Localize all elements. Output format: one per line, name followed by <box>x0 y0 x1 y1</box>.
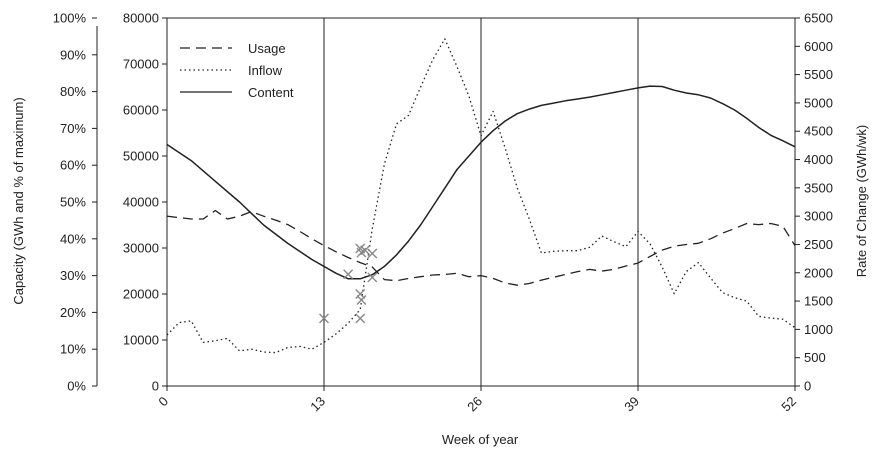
gwh-tick-label: 10000 <box>123 333 159 348</box>
x-marker-stroke <box>367 248 378 259</box>
rate-tick-label: 500 <box>804 350 826 365</box>
rate-tick-label: 2000 <box>804 265 833 280</box>
rate-tick-label: 1000 <box>804 322 833 337</box>
rate-tick-label: 2500 <box>804 237 833 252</box>
series-line-content <box>166 85 796 280</box>
y-axis-title-left: Capacity (GWh and % of maximum) <box>11 97 26 304</box>
pct-tick-label: 50% <box>60 195 86 210</box>
gwh-tick-label: 20000 <box>123 287 159 302</box>
gwh-tick-label: 50000 <box>123 149 159 164</box>
ticks-layer: 0%10%20%30%40%50%60%70%80%90%100%0100002… <box>53 11 833 415</box>
gwh-tick-label: 80000 <box>123 11 159 26</box>
pct-tick-label: 10% <box>60 342 86 357</box>
rate-tick-label: 3500 <box>804 180 833 195</box>
gwh-tick-label: 40000 <box>123 195 159 210</box>
x-marker-point <box>356 294 367 305</box>
pct-tick-label: 90% <box>60 47 86 62</box>
x-marker-stroke <box>355 313 366 324</box>
series-line-inflow <box>166 38 796 354</box>
x-tick-label: 0 <box>155 394 171 410</box>
legend: Usage Inflow Content <box>180 41 294 100</box>
pct-tick-label: 100% <box>53 11 87 26</box>
plot-frame <box>96 17 796 387</box>
x-marker-point <box>355 289 366 299</box>
x-marker-point <box>319 313 329 324</box>
x-tick-label: 39 <box>621 394 642 415</box>
x-marker-point <box>360 245 371 256</box>
x-marker-point <box>343 269 354 280</box>
pct-tick-label: 0% <box>67 379 86 394</box>
pct-tick-label: 20% <box>60 305 86 320</box>
x-marker-stroke <box>355 243 366 254</box>
x-marker-point <box>367 248 378 259</box>
gwh-tick-label: 30000 <box>123 241 159 256</box>
x-axis-title: Week of year <box>442 432 519 447</box>
rate-tick-label: 0 <box>804 379 811 394</box>
x-marker-stroke <box>367 272 378 283</box>
x-tick-label: 26 <box>464 394 485 415</box>
x-tick-label: 13 <box>307 394 328 415</box>
x-marker-point <box>355 313 366 324</box>
rate-tick-label: 5500 <box>804 67 833 82</box>
x-marker-stroke <box>319 313 329 324</box>
series-line-usage <box>166 209 796 286</box>
series-layer <box>166 38 796 354</box>
gwh-tick-label: 0 <box>152 379 159 394</box>
x-marker-point <box>367 272 378 283</box>
y-axis-title-right: Rate of Change (GWh/wk) <box>854 125 869 277</box>
pct-tick-label: 70% <box>60 121 86 136</box>
pct-tick-label: 40% <box>60 231 86 246</box>
rate-tick-label: 6000 <box>804 39 833 54</box>
x-marker-stroke <box>355 289 366 299</box>
marker-layer <box>319 243 378 324</box>
gwh-tick-label: 70000 <box>123 57 159 72</box>
x-tick-label: 52 <box>778 394 799 415</box>
gwh-tick-label: 60000 <box>123 103 159 118</box>
rate-tick-label: 4000 <box>804 152 833 167</box>
legend-label-content: Content <box>248 85 294 100</box>
pct-tick-label: 30% <box>60 268 86 283</box>
pct-tick-label: 60% <box>60 158 86 173</box>
legend-label-inflow: Inflow <box>248 63 283 78</box>
rate-tick-label: 6500 <box>804 11 833 26</box>
vertical-gridlines <box>323 18 639 386</box>
rate-tick-label: 3000 <box>804 209 833 224</box>
x-marker-stroke <box>356 294 367 305</box>
legend-label-usage: Usage <box>248 41 286 56</box>
x-marker-stroke <box>343 269 354 280</box>
pct-tick-label: 80% <box>60 84 86 99</box>
x-marker-stroke <box>360 245 371 256</box>
rate-tick-label: 5000 <box>804 95 833 110</box>
rate-tick-label: 4500 <box>804 124 833 139</box>
rate-tick-label: 1500 <box>804 294 833 309</box>
